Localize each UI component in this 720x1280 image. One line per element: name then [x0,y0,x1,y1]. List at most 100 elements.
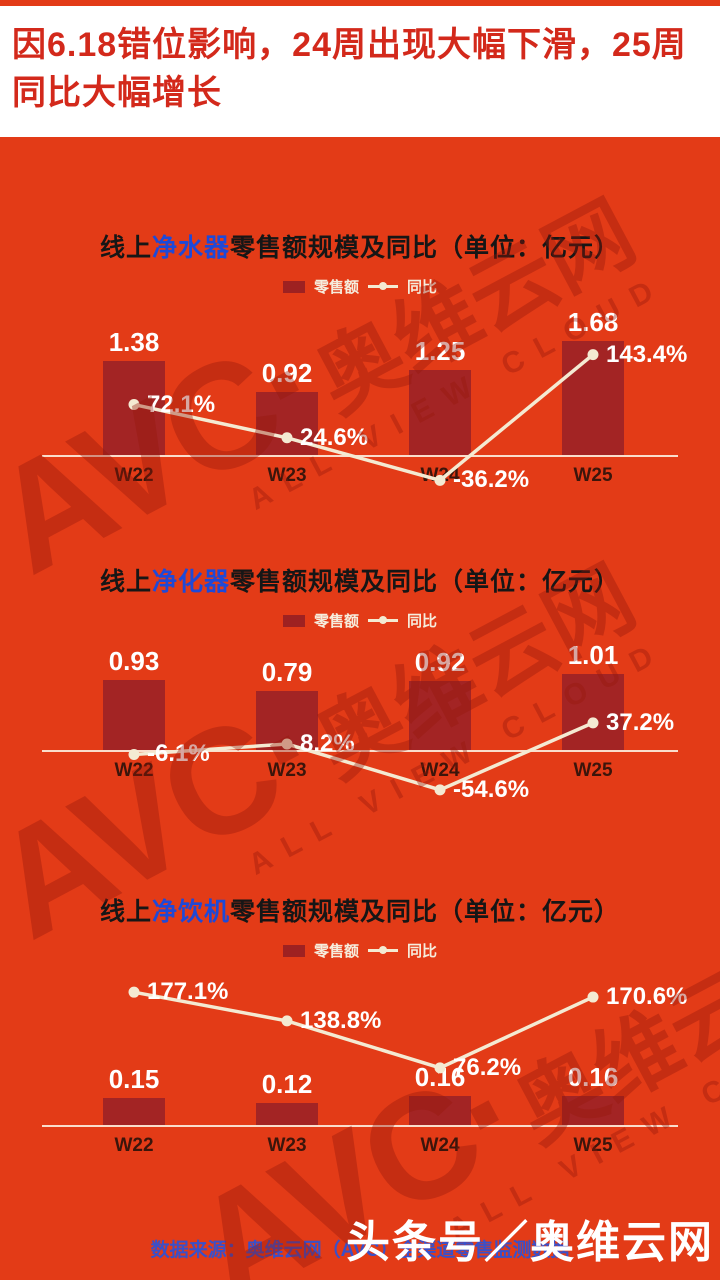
bar-value-label: 0.79 [261,657,313,687]
bar-value-label: 0.12 [261,1069,313,1099]
chart-title: 线上净饮机零售额规模及同比（单位：亿元） [0,892,720,928]
legend-line-label: 同比 [407,613,438,630]
line-value-label: 138.8% [300,1006,382,1034]
bar-value-label: 0.92 [261,358,313,388]
bar-W23 [256,1103,318,1125]
x-axis-label: W22 [114,465,154,486]
legend-bar-label: 零售额 [313,943,359,960]
chart-title: 线上净化器零售额规模及同比（单位：亿元） [0,562,720,598]
chart-legend: 零售额 同比 [0,940,720,961]
title-prefix: 线上 [99,898,152,926]
x-axis-label: W23 [267,1135,307,1156]
x-axis-label: W25 [573,1135,613,1156]
bar-W22 [103,1098,165,1125]
line-value-label: 72.1% [147,390,216,418]
data-source-note: 数据来源：奥维云网（AVC）全渠道零售监测数据 [150,1240,570,1261]
legend-bar-swatch [282,280,305,293]
trend-point [434,474,446,486]
plot-area: 1.38W220.92W231.25W241.68W2572.1%24.6%-3… [0,206,720,536]
line-value-label: 8.2% [300,730,355,757]
plot-area: 0.15 W22 0.12 W23 0.16 W24 0.16 W25 177.1% 138.8%… [0,870,720,1200]
x-axis-label: W22 [114,1135,154,1156]
page-title: 因6.18错位影响，24周出现大幅下滑，25周同比大幅增长 [12,26,687,112]
trend-point [434,1062,446,1074]
legend-line-label: 同比 [407,279,438,296]
bar-value-label: 1.25 [414,336,466,366]
bar-value-label: 0.93 [108,646,160,676]
axis-baseline [42,1125,678,1127]
title-suffix: 零售额规模及同比（单位：亿元） [230,568,621,596]
bar-W25 [562,674,624,750]
line-value-label: -54.6% [453,775,530,803]
chart-legend: 零售额 同比 [0,276,720,297]
x-axis-label: W22 [114,760,154,781]
trend-line [128,986,599,1074]
axis-baseline [42,750,678,752]
legend-bar-label: 零售额 [313,613,359,630]
legend-bar-swatch [282,614,305,627]
bar-value-label: 0.16 [567,1062,619,1092]
x-axis-label: W23 [267,760,307,781]
chart-water-dispenser: 线上净饮机零售额规模及同比（单位：亿元） 零售额 同比 0.15 W22 0.12 W… [0,870,720,1200]
trend-point [587,717,599,729]
title-prefix: 线上 [99,234,152,262]
line-value-label: 177.1% [147,978,229,1006]
trend-point [587,349,599,361]
bar-W25 [562,1096,624,1125]
title-suffix: 零售额规模及同比（单位：亿元） [230,898,621,926]
title-product: 净化器 [151,568,230,596]
legend-line-dot [379,616,387,624]
trend-point [281,1015,293,1027]
bar-W24 [409,681,471,750]
line-value-label: 37.2% [606,708,675,736]
bar-value-label: 0.15 [108,1064,160,1094]
trend-line [128,349,599,486]
line-value-label: 76.2% [453,1053,522,1081]
trend-point [128,748,140,760]
legend-bar-label: 零售额 [313,279,359,296]
chart-legend: 零售额 同比 [0,610,720,631]
bar-W24 [409,370,471,455]
trend-line [128,717,599,796]
title-product: 净饮机 [151,898,230,926]
bar-value-label: 1.68 [567,307,619,337]
bar-value-label: 0.92 [414,647,466,677]
x-axis-label: W25 [573,760,613,781]
chart-title: 线上净水器零售额规模及同比（单位：亿元） [0,228,720,264]
x-axis-label: W23 [267,465,307,486]
line-value-label: 143.4% [606,340,688,368]
chart-water-purifier: 线上净水器零售额规模及同比（单位：亿元） 零售额 同比 1.38 W22 0.92 W… [0,206,720,536]
line-value-label: 170.6% [606,983,688,1011]
x-axis-label: W24 [420,760,460,781]
bar-value-label: 1.01 [567,640,619,670]
trend-point [434,784,446,796]
bar-value-label: 1.38 [108,327,160,357]
x-axis-label: W24 [420,1135,460,1156]
bar-W24 [409,1096,471,1125]
axis-baseline [42,455,678,457]
x-axis-label: W25 [573,465,613,486]
legend-line-dot [379,946,387,954]
header-banner: 因6.18错位影响，24周出现大幅下滑，25周同比大幅增长 [0,6,720,138]
trend-point [128,399,140,411]
legend-line-swatch [368,282,398,290]
title-product: 净水器 [151,234,230,262]
brand-text: 头条号／奥维云网 [346,1218,714,1267]
line-value-label: -6.1% [147,740,210,768]
legend-bar-swatch [282,944,305,957]
legend-line-swatch [368,946,398,954]
title-prefix: 线上 [99,568,152,596]
trend-point [587,991,599,1003]
title-suffix: 零售额规模及同比（单位：亿元） [230,234,621,262]
legend-line-dot [379,282,387,290]
legend-line-swatch [368,616,398,624]
trend-point [281,738,293,750]
trend-point [128,986,140,998]
line-value-label: 24.6% [300,423,369,451]
legend-line-label: 同比 [407,943,438,960]
bar-W22 [103,680,165,750]
trend-point [281,432,293,444]
chart-purifier: 线上净化器零售额规模及同比（单位：亿元） 零售额 同比 0.93 W22 0.79 W… [0,540,720,870]
line-value-label: -36.2% [453,466,530,494]
